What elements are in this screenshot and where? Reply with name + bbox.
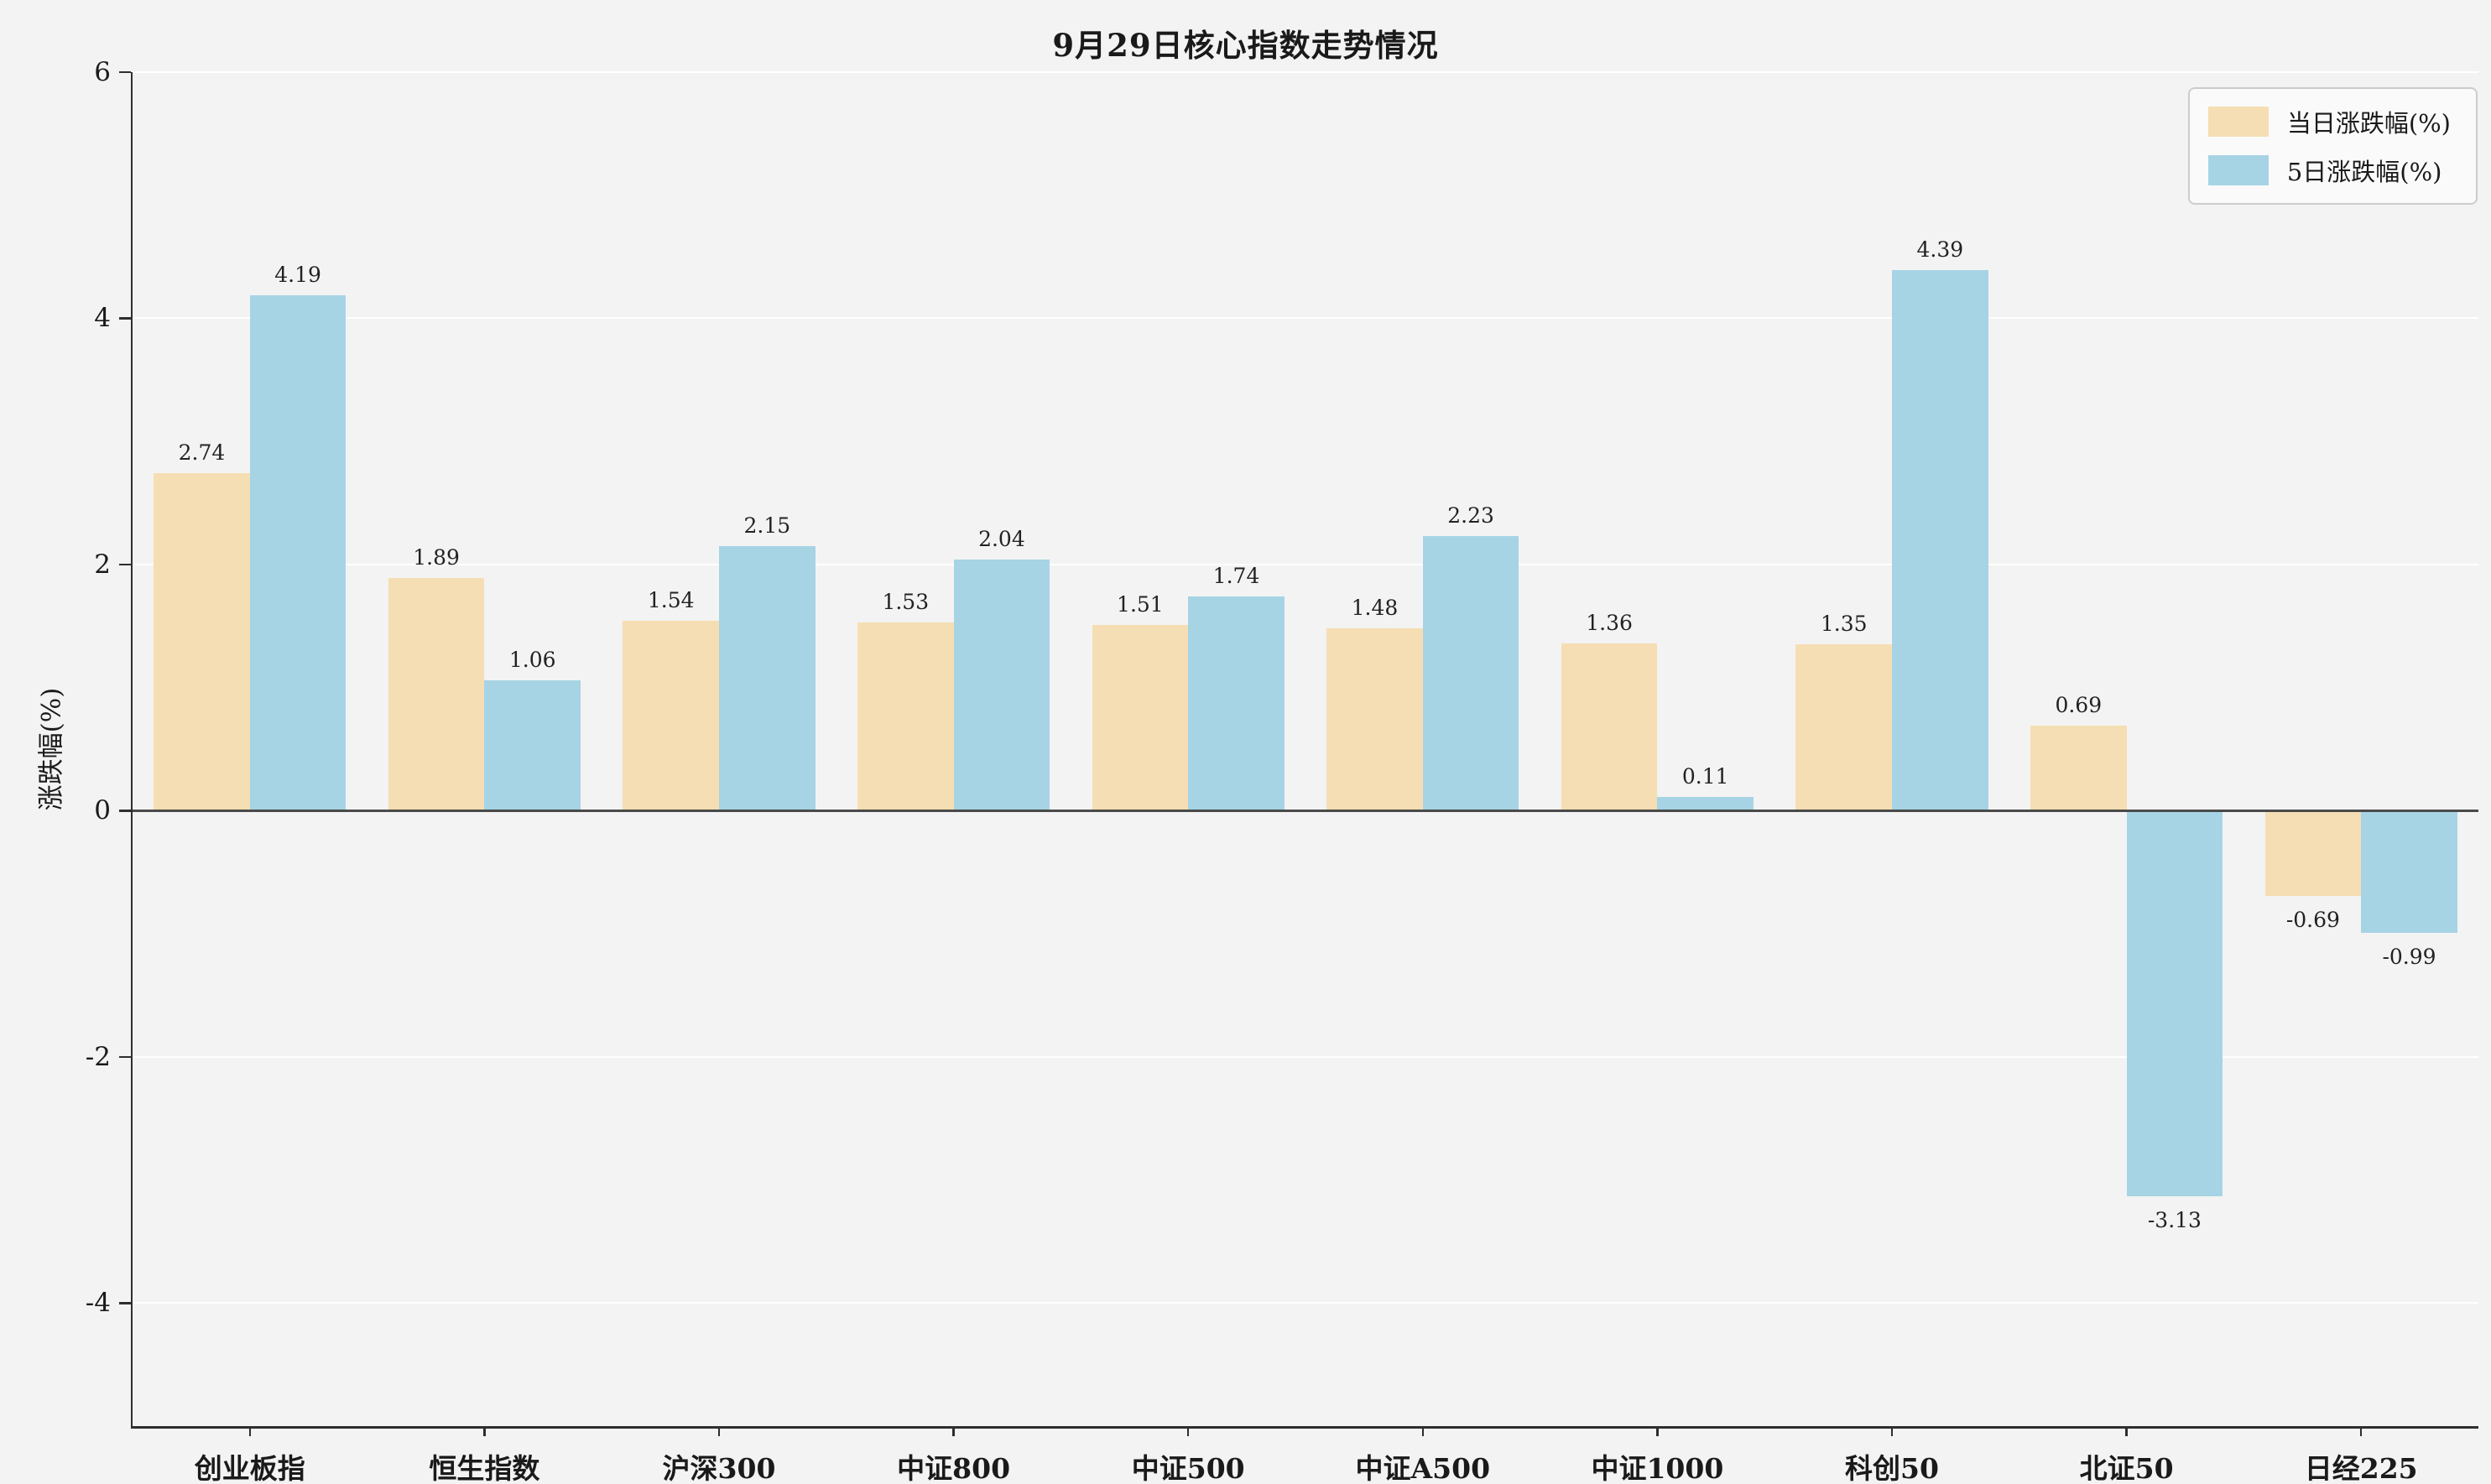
legend-label-5day-change: 5日涨跌幅(%)	[2286, 158, 2442, 186]
bar-value-label: 1.51	[1117, 591, 1164, 617]
bar-value-label: 2.04	[978, 527, 1025, 552]
bar-series1-cat9	[2361, 810, 2457, 933]
x-axis-spine	[130, 1426, 2478, 1429]
bar-series1-cat4	[1188, 596, 1285, 811]
y-tick-mark	[119, 1302, 131, 1304]
bar-series0-cat1	[388, 578, 485, 811]
y-tick-label: 6	[94, 57, 111, 87]
x-tick-mark	[1656, 1426, 1659, 1436]
x-tick-label: 中证1000	[1591, 1452, 1724, 1484]
bar-series1-cat0	[249, 294, 347, 811]
x-tick-label: 创业板指	[194, 1452, 305, 1484]
bar-value-label: 1.53	[882, 589, 930, 614]
x-tick-mark	[952, 1426, 955, 1436]
bar-value-label: 1.06	[508, 647, 556, 672]
x-tick-mark	[1186, 1426, 1190, 1436]
bar-value-label: 1.48	[1351, 596, 1399, 621]
bar-value-label: 1.89	[413, 545, 460, 570]
legend-label-daily-change: 当日涨跌幅(%)	[2286, 109, 2451, 138]
gridline	[133, 317, 2478, 320]
x-tick-mark	[717, 1426, 721, 1436]
bar-value-label: 2.15	[743, 513, 791, 538]
x-tick-mark	[483, 1426, 486, 1436]
chart-title: 9月29日核心指数走势情况	[1052, 27, 1439, 64]
bar-value-label: 1.35	[1820, 612, 1868, 637]
x-tick-label: 中证A500	[1355, 1452, 1491, 1484]
legend-item-daily-change: 当日涨跌幅(%)	[2207, 104, 2451, 139]
y-tick-mark	[119, 1055, 131, 1059]
x-tick-label: 恒生指数	[429, 1452, 540, 1484]
x-tick-label: 北证50	[2079, 1452, 2174, 1484]
bar-value-label: 2.23	[1447, 503, 1494, 529]
x-tick-mark	[2125, 1426, 2128, 1436]
bar-value-label: 1.54	[647, 588, 695, 613]
bar-series0-cat9	[2264, 810, 2362, 896]
bar-value-label: 0.11	[1681, 764, 1729, 789]
y-tick-mark	[119, 70, 131, 74]
y-tick-label: -4	[85, 1288, 111, 1319]
gridline	[133, 563, 2478, 565]
bar-series1-cat5	[1422, 536, 1519, 811]
x-tick-mark	[1421, 1426, 1425, 1436]
y-tick-mark	[119, 563, 131, 566]
y-tick-label: 0	[94, 795, 111, 826]
bar-series1-cat7	[1892, 270, 1988, 811]
y-tick-mark	[119, 810, 131, 812]
x-tick-label: 中证800	[897, 1452, 1011, 1484]
bar-value-label: 1.74	[1212, 564, 1260, 589]
x-tick-label: 科创50	[1845, 1452, 1939, 1484]
bar-series0-cat7	[1795, 644, 1892, 811]
bar-series1-cat3	[953, 560, 1050, 811]
bar-value-label: -3.13	[2147, 1207, 2202, 1232]
bar-series0-cat2	[623, 621, 719, 811]
x-tick-mark	[248, 1426, 252, 1436]
x-tick-mark	[1890, 1426, 1894, 1436]
bar-series1-cat8	[2126, 810, 2223, 1196]
legend: 当日涨跌幅(%) 5日涨跌幅(%)	[2187, 87, 2478, 205]
gridline	[133, 71, 2478, 73]
y-axis-spine	[130, 72, 133, 1426]
gridline	[133, 1302, 2478, 1304]
bar-series0-cat6	[1561, 643, 1658, 811]
x-tick-mark	[2359, 1426, 2363, 1436]
legend-item-5day-change: 5日涨跌幅(%)	[2207, 153, 2451, 188]
y-tick-label: 2	[94, 549, 111, 580]
bar-series0-cat0	[154, 473, 250, 811]
legend-swatch-daily-change	[2207, 107, 2269, 137]
y-tick-mark	[119, 317, 131, 320]
bar-value-label: 4.19	[274, 262, 321, 287]
bar-series1-cat1	[484, 680, 581, 811]
zero-line	[133, 810, 2478, 812]
bar-series0-cat4	[1092, 624, 1189, 811]
y-axis-title: 涨跌幅(%)	[36, 687, 67, 811]
bar-value-label: -0.99	[2382, 944, 2436, 969]
bar-series1-cat2	[719, 545, 816, 811]
bar-value-label: -0.69	[2285, 907, 2340, 932]
y-tick-label: -2	[85, 1041, 111, 1072]
bar-value-label: 2.74	[178, 440, 226, 466]
bar-series0-cat5	[1326, 628, 1423, 811]
bar-series1-cat6	[1657, 797, 1754, 811]
x-tick-label: 沪深300	[662, 1452, 776, 1484]
bar-series0-cat8	[2030, 726, 2127, 811]
bar-series0-cat3	[857, 622, 954, 811]
x-tick-label: 日经225	[2304, 1452, 2418, 1484]
legend-swatch-5day-change	[2207, 155, 2269, 185]
y-tick-label: 4	[94, 303, 111, 334]
x-tick-label: 中证500	[1131, 1452, 1245, 1484]
bar-value-label: 4.39	[1916, 237, 1964, 263]
gridline	[133, 1055, 2478, 1058]
bar-value-label: 0.69	[2055, 693, 2103, 718]
bar-value-label: 1.36	[1586, 610, 1633, 635]
